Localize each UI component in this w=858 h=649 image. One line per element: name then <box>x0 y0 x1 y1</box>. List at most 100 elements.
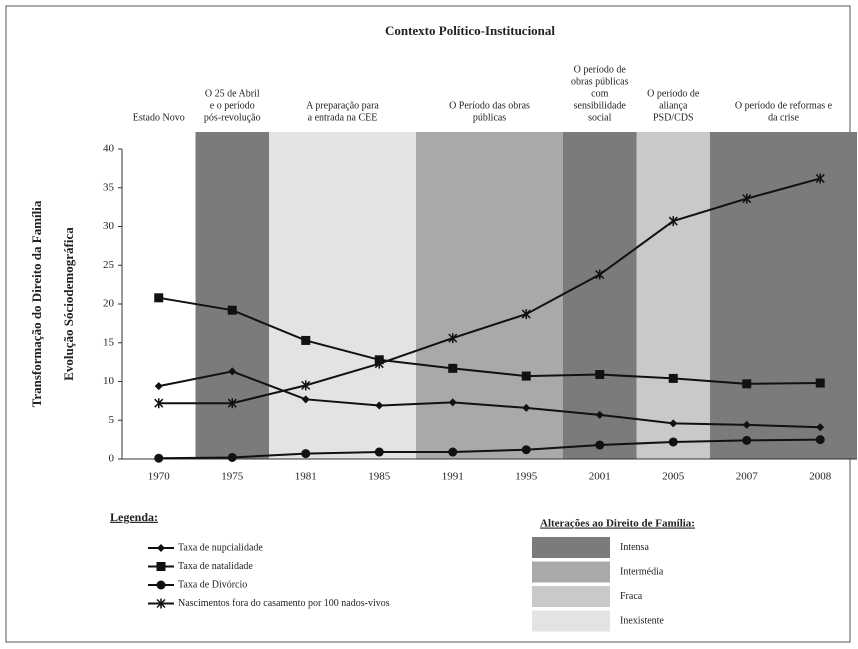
marker <box>375 401 384 410</box>
period-label: O período de <box>574 64 627 75</box>
marker <box>228 367 237 376</box>
marker <box>668 373 678 383</box>
y-tick-label: 15 <box>103 336 115 348</box>
y-tick-label: 40 <box>103 143 115 155</box>
marker <box>301 395 310 404</box>
legend-label: Taxa de natalidade <box>178 561 253 572</box>
period-label: PSD/CDS <box>653 112 694 123</box>
marker <box>595 269 605 280</box>
marker <box>521 445 531 455</box>
chart-title: Contexto Político-Institucional <box>385 23 555 38</box>
period-band <box>636 132 710 459</box>
marker <box>668 216 678 227</box>
marker <box>815 435 825 445</box>
marker <box>301 449 311 459</box>
period-label: com <box>591 88 608 99</box>
period-label: da crise <box>768 112 799 123</box>
level-swatch <box>532 537 610 558</box>
marker <box>154 293 164 303</box>
level-label: Intensa <box>620 542 649 553</box>
period-band <box>269 132 416 459</box>
marker <box>154 453 164 463</box>
period-label: social <box>588 112 612 123</box>
marker <box>156 562 166 571</box>
level-swatch <box>532 610 610 632</box>
x-tick-label: 1995 <box>515 471 538 483</box>
y-tick-label: 5 <box>109 414 115 426</box>
period-label: O período de <box>647 88 700 99</box>
marker <box>154 382 163 391</box>
x-tick-label: 2005 <box>662 471 685 483</box>
marker <box>448 363 458 373</box>
marker <box>301 335 311 345</box>
y-tick-label: 20 <box>103 298 115 310</box>
period-band <box>563 132 637 459</box>
y-tick-label: 10 <box>103 375 115 387</box>
marker <box>595 370 605 380</box>
period-label: a entrada na CEE <box>308 112 378 123</box>
marker <box>156 598 166 609</box>
marker <box>374 447 384 457</box>
marker <box>227 305 237 315</box>
y-axis-title-line: Transformação do Direito da Família <box>29 200 44 407</box>
x-tick-label: 2008 <box>809 471 832 483</box>
marker <box>227 452 237 462</box>
period-label: pós-revolução <box>204 112 261 123</box>
marker <box>156 580 166 590</box>
level-swatch <box>532 586 610 607</box>
series-line <box>158 296 821 385</box>
legend-label: Taxa de Divórcio <box>178 579 247 590</box>
level-swatch <box>532 561 610 583</box>
legend-title: Legenda: <box>110 510 158 524</box>
period-label: O Período das obras <box>449 100 530 111</box>
period-label: e o período <box>210 100 255 111</box>
marker <box>669 419 678 428</box>
period-band <box>710 132 857 459</box>
marker <box>742 193 752 204</box>
y-axis-title: Transformação do Direito da Família Evol… <box>29 200 76 407</box>
marker <box>595 440 605 450</box>
legend-label: Nascimentos fora do casamento por 100 na… <box>178 598 390 609</box>
marker <box>374 358 384 369</box>
marker <box>521 309 531 320</box>
period-label: aliança <box>659 100 688 111</box>
x-tick-label: 2001 <box>589 471 611 483</box>
marker <box>815 173 825 184</box>
marker <box>816 423 825 432</box>
period-label: O período de reformas e <box>735 100 833 111</box>
marker <box>227 398 237 409</box>
marker <box>301 380 311 391</box>
y-axis-title-line: Evolução Sóciodemográfica <box>61 227 76 381</box>
y-tick-label: 30 <box>103 220 115 232</box>
period-band <box>195 132 269 459</box>
levels-title: Alterações ao Direito de Família: <box>540 518 695 530</box>
y-tick-label: 25 <box>103 259 115 271</box>
x-tick-label: 1970 <box>148 471 171 483</box>
x-tick-label: 1975 <box>221 471 244 483</box>
legend-label: Taxa de nupcialidade <box>178 542 263 553</box>
level-label: Intermédia <box>620 566 664 577</box>
level-label: Inexistente <box>620 615 664 626</box>
x-tick-label: 1991 <box>442 471 464 483</box>
marker <box>448 447 458 457</box>
marker <box>742 420 751 429</box>
period-label: sensibilidade <box>574 100 627 111</box>
series-line <box>158 438 821 460</box>
y-tick-label: 0 <box>109 453 115 465</box>
marker <box>154 398 164 409</box>
marker <box>157 544 165 552</box>
marker <box>742 435 752 445</box>
series-line <box>158 370 821 429</box>
x-tick-label: 1981 <box>295 471 317 483</box>
period-label: A preparação para <box>306 100 379 111</box>
x-tick-label: 1985 <box>368 471 391 483</box>
marker <box>522 403 531 412</box>
y-tick-label: 35 <box>103 181 115 193</box>
level-label: Fraca <box>620 591 643 602</box>
period-label: O 25 de Abril <box>205 88 260 99</box>
marker <box>742 379 752 389</box>
marker <box>815 378 825 388</box>
marker <box>668 437 678 447</box>
period-label: obras públicas <box>571 76 629 87</box>
